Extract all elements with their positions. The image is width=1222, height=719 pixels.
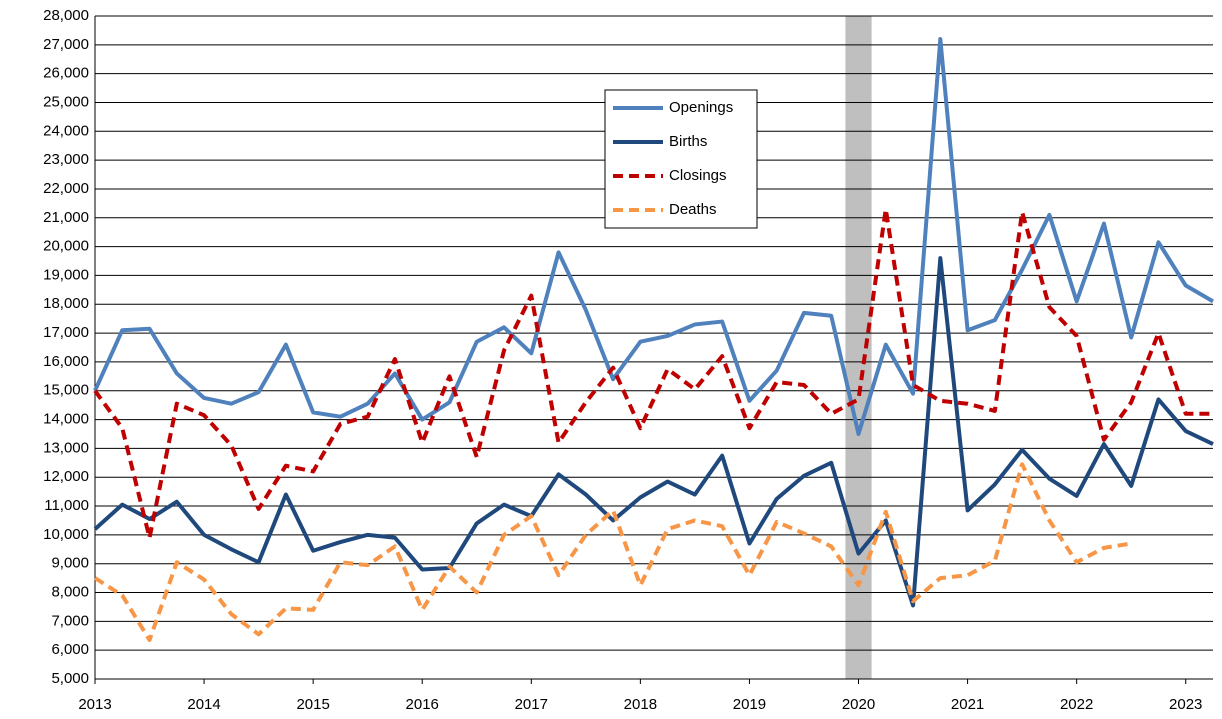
y-tick-label: 10,000	[43, 526, 89, 543]
y-tick-label: 14,000	[43, 411, 89, 428]
legend-box	[604, 89, 758, 229]
y-tick-label: 5,000	[51, 670, 89, 687]
y-tick-label: 25,000	[43, 93, 89, 110]
y-tick-label: 24,000	[43, 122, 89, 139]
y-tick-label: 28,000	[43, 7, 89, 24]
series-line	[93, 256, 1214, 608]
y-tick-label: 6,000	[51, 641, 89, 658]
x-tick-label: 2018	[624, 696, 657, 713]
y-tick-label: 13,000	[43, 439, 89, 456]
x-tick-label: 2019	[733, 696, 766, 713]
series-line	[93, 37, 1215, 436]
legend-label: Closings	[669, 167, 727, 184]
y-tick-label: 9,000	[51, 555, 89, 572]
legend-label: Openings	[669, 99, 733, 116]
legend-label: Deaths	[669, 201, 717, 218]
y-tick-label: 26,000	[43, 65, 89, 82]
x-tick-label: 2016	[406, 696, 439, 713]
y-tick-label: 21,000	[43, 209, 89, 226]
y-tick-label: 7,000	[51, 612, 89, 629]
x-tick-label: 2023	[1169, 696, 1202, 713]
y-tick-label: 8,000	[51, 583, 89, 600]
y-tick-label: 23,000	[43, 151, 89, 168]
y-tick-label: 27,000	[43, 36, 89, 53]
y-tick-label: 12,000	[43, 468, 89, 485]
x-tick-label: 2015	[296, 696, 329, 713]
y-tick-label: 16,000	[43, 353, 89, 370]
y-tick-label: 18,000	[43, 295, 89, 312]
series-line	[93, 462, 1132, 643]
y-tick-label: 11,000	[44, 497, 89, 514]
x-tick-label: 2017	[515, 696, 548, 713]
x-tick-label: 2022	[1060, 696, 1093, 713]
x-tick-label: 2020	[842, 696, 875, 713]
x-tick-label: 2013	[78, 696, 111, 713]
x-tick-label: 2014	[187, 696, 220, 713]
y-tick-label: 20,000	[43, 238, 89, 255]
y-tick-label: 15,000	[43, 382, 89, 399]
y-tick-label: 22,000	[43, 180, 89, 197]
legend-label: Births	[669, 133, 707, 150]
x-tick-label: 2021	[951, 696, 984, 713]
y-tick-label: 19,000	[43, 266, 89, 283]
y-tick-label: 17,000	[43, 324, 89, 341]
